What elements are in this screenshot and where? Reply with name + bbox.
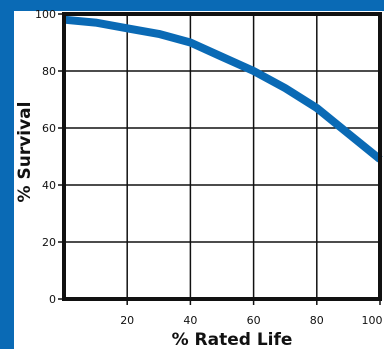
y-tick-label-100: 100 (35, 8, 56, 21)
chart-panel (14, 0, 384, 349)
x-tick-label-60: 60 (247, 314, 261, 327)
y-tick-label-40: 40 (42, 179, 56, 192)
x-tick-label-20: 20 (120, 314, 134, 327)
survival-curve-line (63, 15, 383, 163)
top-band (0, 0, 384, 11)
y-tick-label-80: 80 (42, 65, 56, 78)
y-axis-label: % Survival (15, 102, 35, 203)
x-tick-label-80: 80 (310, 314, 324, 327)
tick-labels: 20 40 60 80 100 0 20 40 60 80 100 (35, 8, 383, 327)
x-tick-label-100: 100 (362, 314, 383, 327)
y-tick-label-60: 60 (42, 122, 56, 135)
y-tick-label-20: 20 (42, 236, 56, 249)
plot-frame (62, 12, 382, 301)
series-layer (63, 15, 383, 163)
left-band (0, 0, 14, 349)
y-tick-label-0: 0 (49, 293, 56, 306)
x-tick-label-40: 40 (183, 314, 197, 327)
x-axis-label: % Rated Life (172, 330, 293, 349)
grid-lines (64, 14, 380, 299)
